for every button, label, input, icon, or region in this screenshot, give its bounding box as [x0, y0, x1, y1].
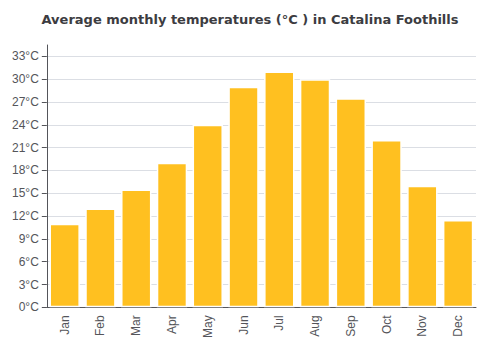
- svg-text:Sep: Sep: [344, 315, 358, 337]
- svg-text:Jun: Jun: [237, 315, 251, 334]
- svg-text:30°C: 30°C: [12, 72, 39, 86]
- svg-text:Jan: Jan: [58, 315, 72, 334]
- svg-text:9°C: 9°C: [19, 232, 39, 246]
- svg-text:3°C: 3°C: [19, 278, 39, 292]
- svg-text:Nov: Nov: [415, 315, 429, 336]
- svg-text:6°C: 6°C: [19, 255, 39, 269]
- svg-text:27°C: 27°C: [12, 95, 39, 109]
- svg-text:May: May: [201, 315, 215, 338]
- svg-text:Mar: Mar: [129, 315, 143, 336]
- svg-text:Aug: Aug: [308, 315, 322, 336]
- svg-text:21°C: 21°C: [12, 141, 39, 155]
- svg-text:Oct: Oct: [380, 315, 394, 334]
- svg-text:15°C: 15°C: [12, 186, 39, 200]
- svg-text:24°C: 24°C: [12, 118, 39, 132]
- svg-text:Apr: Apr: [165, 315, 179, 334]
- svg-text:Jul: Jul: [272, 315, 286, 330]
- svg-text:Average monthly temperatures (: Average monthly temperatures (°C ) in Ca…: [42, 12, 459, 27]
- svg-text:18°C: 18°C: [12, 163, 39, 177]
- svg-text:12°C: 12°C: [12, 209, 39, 223]
- svg-text:Feb: Feb: [93, 315, 107, 336]
- svg-text:33°C: 33°C: [12, 49, 39, 63]
- svg-text:0°C: 0°C: [19, 300, 39, 314]
- svg-text:Dec: Dec: [451, 315, 465, 336]
